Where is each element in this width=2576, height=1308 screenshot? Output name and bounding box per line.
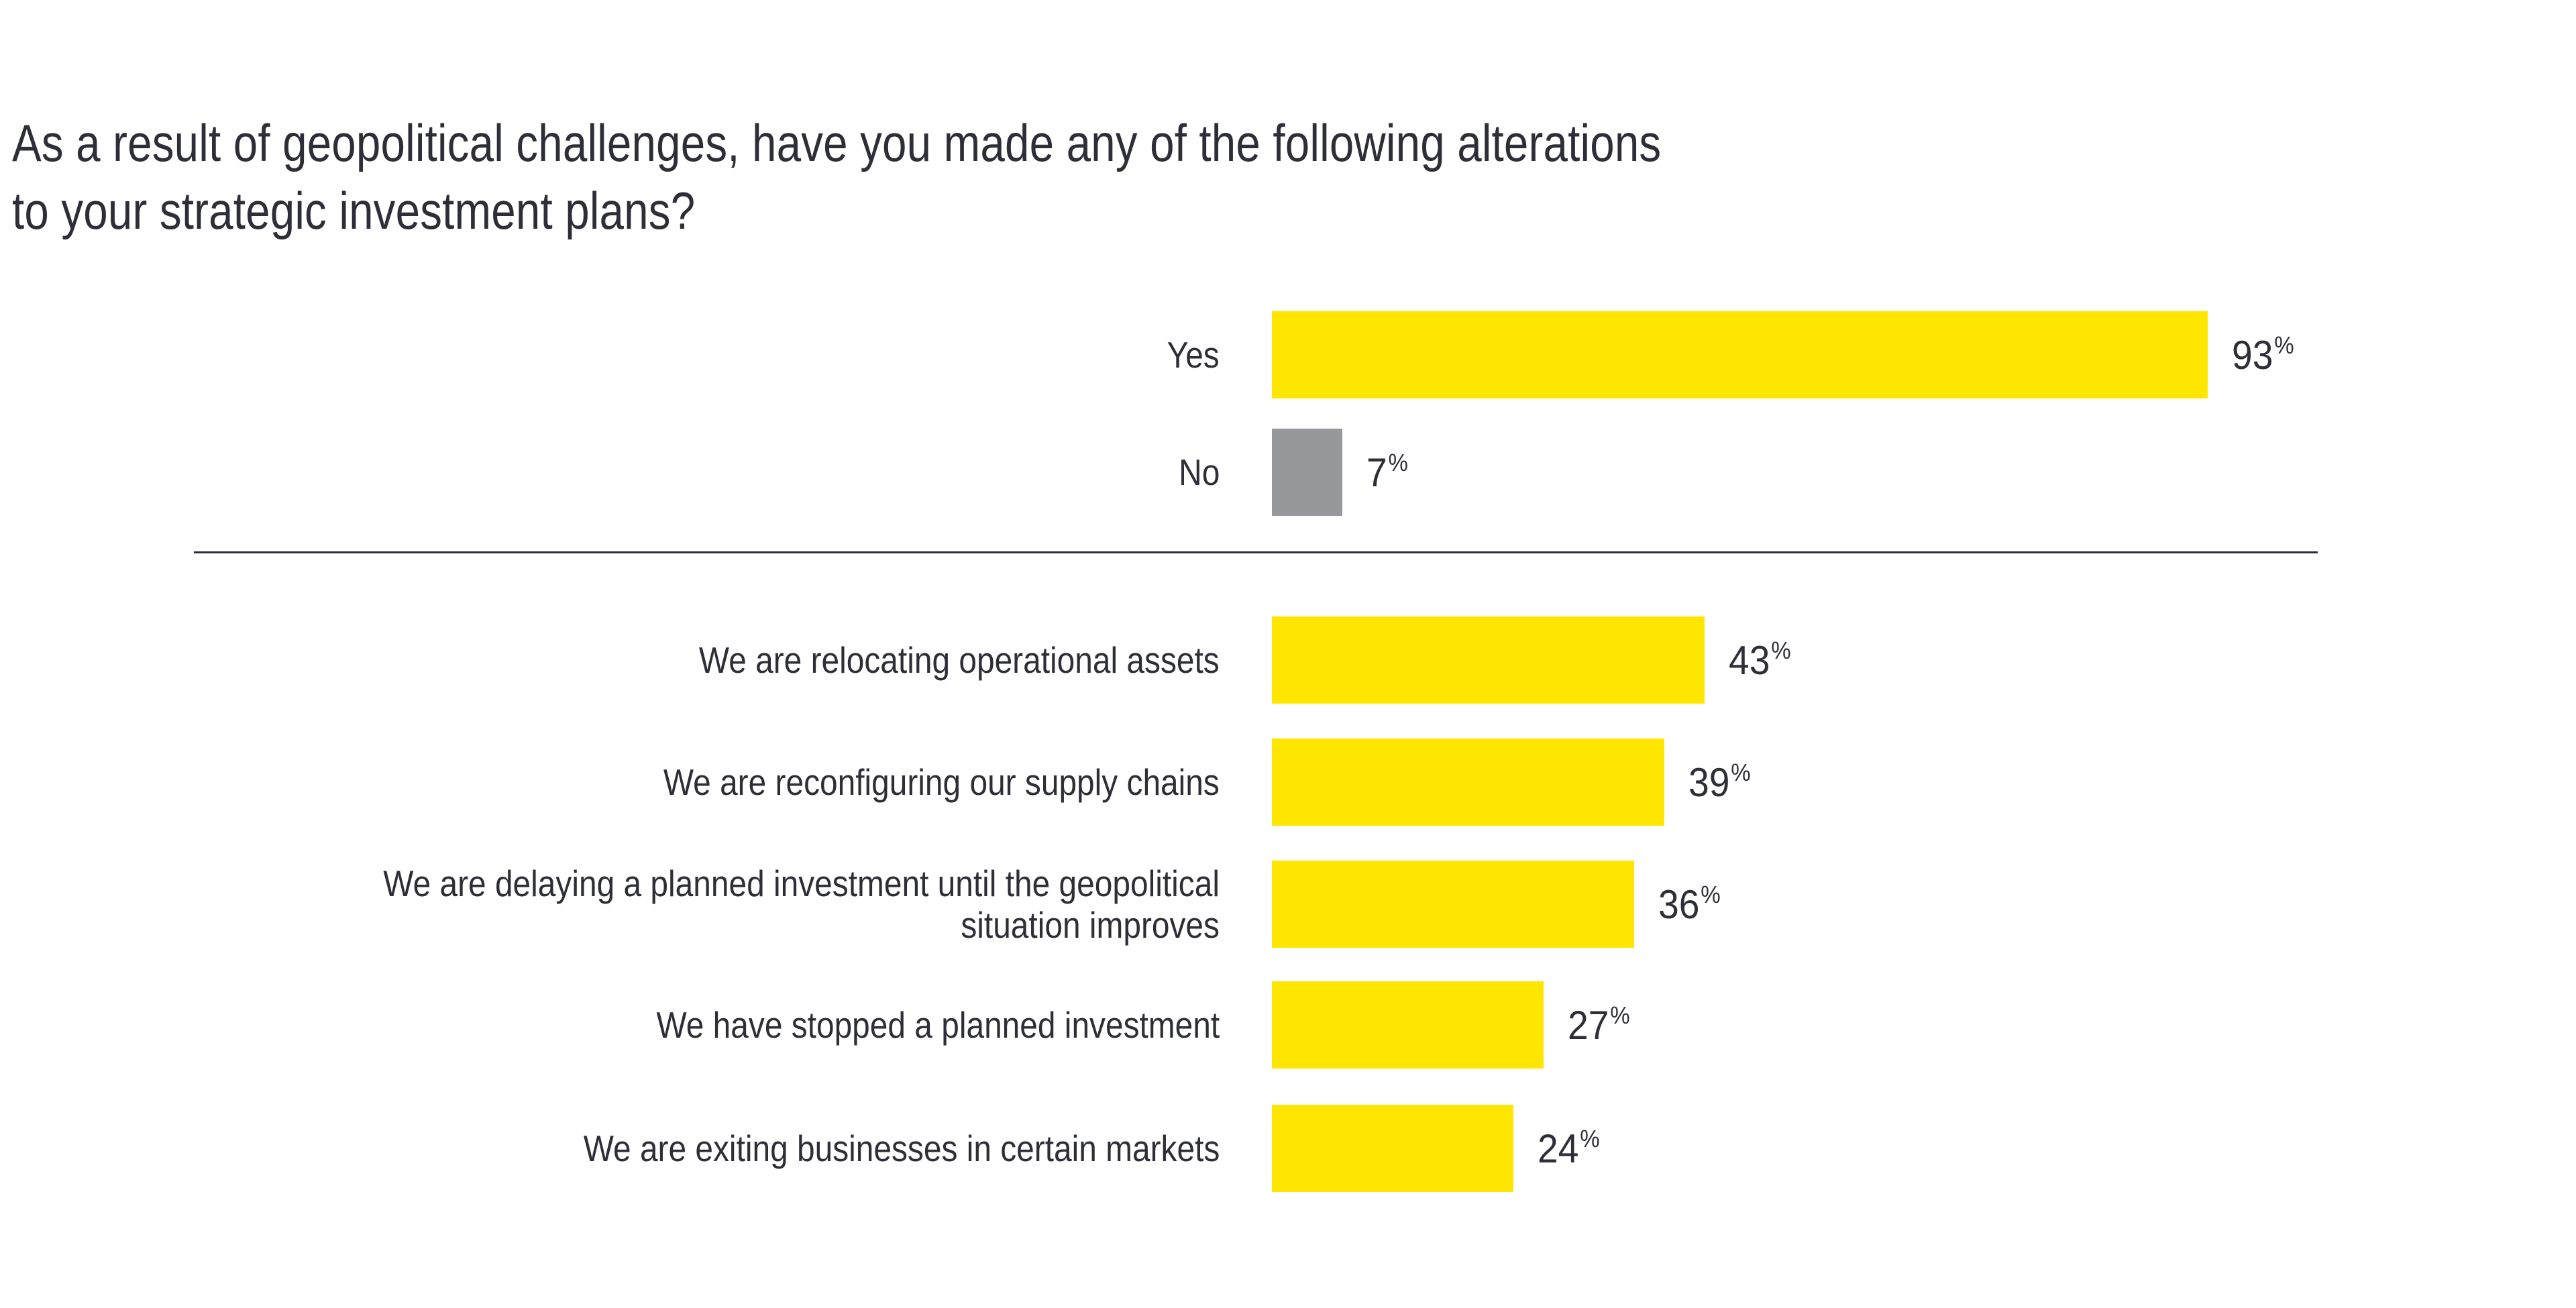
bar-row-relocating-assets: We are relocating operational assets 43%	[0, 616, 2576, 704]
bar-no	[1272, 429, 1342, 516]
category-label: No	[1179, 429, 1220, 516]
value-label: 39%	[1688, 739, 1751, 826]
category-label: Yes	[1167, 311, 1220, 398]
category-label: We have stopped a planned investment	[656, 981, 1220, 1069]
value-number: 27	[1568, 1002, 1609, 1048]
category-label: We are relocating operational assets	[699, 616, 1220, 704]
percent-sign: %	[1771, 637, 1791, 664]
value-label: 93%	[2232, 311, 2294, 398]
value-label: 36%	[1658, 861, 1721, 948]
value-number: 36	[1658, 881, 1700, 927]
value-number: 24	[1538, 1126, 1579, 1171]
chart-title-line-1: As a result of geopolitical challenges, …	[12, 113, 1662, 172]
category-label-text-line-2: situation improves	[961, 904, 1220, 946]
percent-sign: %	[1388, 449, 1408, 476]
bar-relocating-assets	[1272, 616, 1705, 704]
bar-row-delaying-investment: We are delaying a planned investment unt…	[0, 861, 2576, 948]
value-label: 7%	[1366, 429, 1408, 516]
bar-reconfiguring-supply-chains	[1272, 739, 1664, 826]
value-label: 27%	[1568, 981, 1630, 1069]
bar-row-exiting-businesses: We are exiting businesses in certain mar…	[0, 1105, 2576, 1192]
value-number: 39	[1688, 759, 1730, 805]
bar-delaying-investment	[1272, 861, 1634, 948]
bar-stopped-investment	[1272, 981, 1544, 1069]
chart-title: As a result of geopolitical challenges, …	[12, 109, 1661, 245]
percent-sign: %	[1580, 1125, 1600, 1152]
value-number: 93	[2232, 332, 2273, 378]
bar-row-yes: Yes 93%	[0, 311, 2576, 398]
value-label: 24%	[1538, 1105, 1600, 1192]
value-label: 43%	[1729, 616, 1791, 704]
category-label: We are reconfiguring our supply chains	[663, 739, 1220, 826]
category-label-text: We are relocating operational assets	[699, 639, 1220, 681]
category-label-text: We have stopped a planned investment	[656, 1004, 1220, 1046]
category-label: We are exiting businesses in certain mar…	[583, 1105, 1220, 1192]
bar-row-reconfiguring-supply-chains: We are reconfiguring our supply chains 3…	[0, 739, 2576, 826]
category-label-text-line-1: We are delaying a planned investment unt…	[383, 863, 1220, 904]
value-number: 43	[1729, 637, 1770, 683]
percent-sign: %	[1731, 759, 1751, 786]
bar-yes	[1272, 311, 2208, 398]
category-label-text: We are reconfiguring our supply chains	[663, 761, 1220, 803]
percent-sign: %	[1610, 1001, 1630, 1029]
category-label-text: We are exiting businesses in certain mar…	[583, 1128, 1220, 1169]
percent-sign: %	[2274, 331, 2294, 359]
value-number: 7	[1366, 449, 1387, 495]
bar-row-stopped-investment: We have stopped a planned investment 27%	[0, 981, 2576, 1069]
category-label-text: No	[1178, 451, 1220, 493]
bar-row-no: No 7%	[0, 429, 2576, 516]
group-divider	[194, 551, 2318, 553]
chart-title-line-2: to your strategic investment plans?	[12, 181, 696, 240]
percent-sign: %	[1701, 881, 1721, 908]
category-label: We are delaying a planned investment unt…	[383, 861, 1220, 948]
bar-exiting-businesses	[1272, 1105, 1513, 1192]
category-label-text: Yes	[1167, 334, 1220, 376]
